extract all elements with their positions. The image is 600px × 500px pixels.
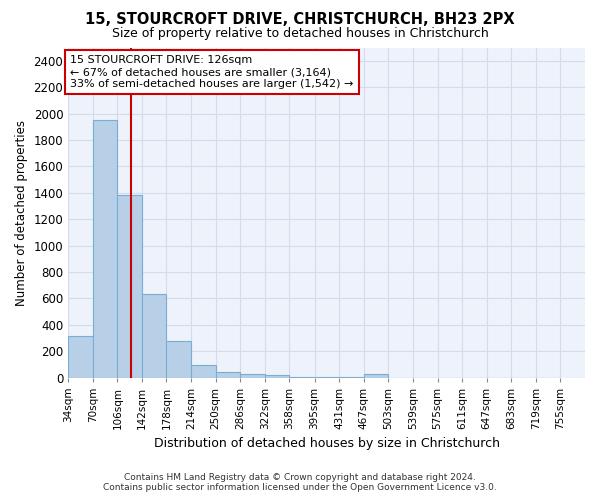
Bar [215, 372, 240, 378]
Bar [142, 294, 166, 378]
Bar [314, 377, 339, 378]
Text: Contains HM Land Registry data © Crown copyright and database right 2024.
Contai: Contains HM Land Registry data © Crown c… [103, 473, 497, 492]
Bar [265, 375, 289, 378]
Y-axis label: Number of detached properties: Number of detached properties [15, 120, 28, 306]
X-axis label: Distribution of detached houses by size in Christchurch: Distribution of detached houses by size … [154, 437, 500, 450]
Bar [364, 374, 388, 378]
Bar [93, 120, 118, 378]
Text: 15, STOURCROFT DRIVE, CHRISTCHURCH, BH23 2PX: 15, STOURCROFT DRIVE, CHRISTCHURCH, BH23… [85, 12, 515, 28]
Bar [240, 374, 265, 378]
Bar [191, 365, 215, 378]
Bar [68, 336, 93, 378]
Bar [289, 377, 314, 378]
Text: Size of property relative to detached houses in Christchurch: Size of property relative to detached ho… [112, 28, 488, 40]
Bar [166, 341, 191, 378]
Bar [118, 196, 142, 378]
Text: 15 STOURCROFT DRIVE: 126sqm
← 67% of detached houses are smaller (3,164)
33% of : 15 STOURCROFT DRIVE: 126sqm ← 67% of det… [70, 56, 353, 88]
